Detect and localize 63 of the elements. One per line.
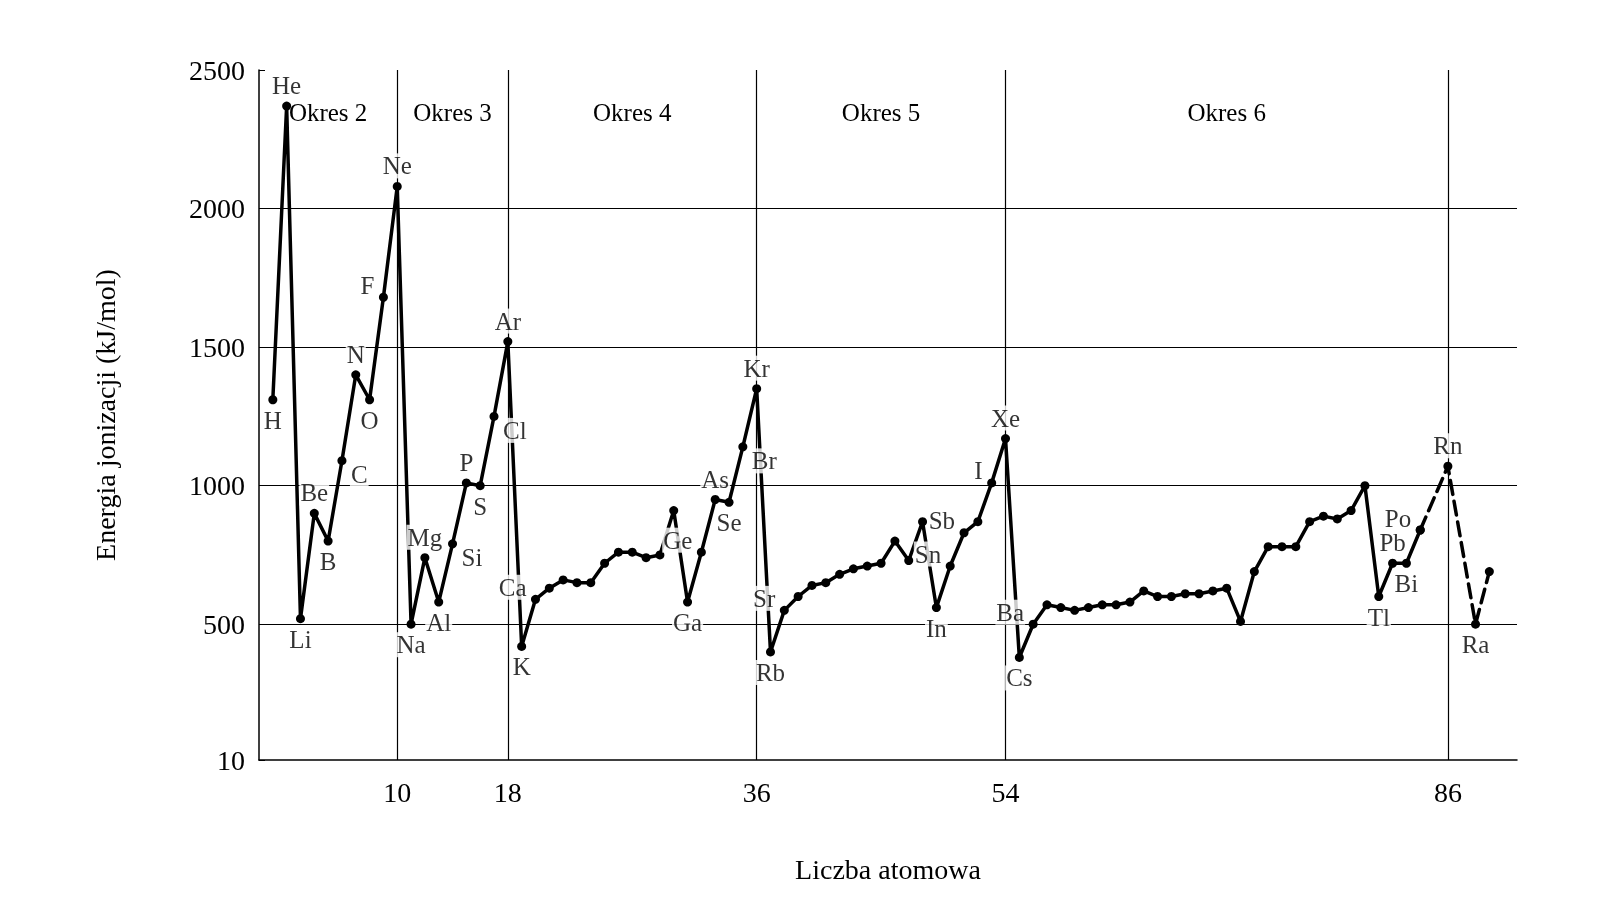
annotation: Ne [382, 152, 412, 180]
x-tick-label: 86 [1433, 776, 1462, 808]
point [1471, 619, 1481, 629]
annotation: Al [426, 609, 452, 637]
point [1484, 567, 1494, 577]
annotation: Mg [407, 523, 443, 551]
x-tick-label: 18 [493, 776, 522, 808]
annotation: Okres 6 [1187, 98, 1266, 126]
y-tick-label: 1500 [189, 331, 245, 363]
point [1415, 525, 1425, 535]
annotation: Rn [1433, 432, 1463, 460]
annotation: S [473, 492, 488, 520]
annotation: N [346, 340, 365, 368]
annotation: Okres 2 [288, 98, 368, 126]
x-tick-label: 36 [742, 776, 771, 808]
annotation: F [360, 271, 375, 299]
annotation: Sb [928, 507, 956, 535]
annotation: Ra [1461, 631, 1490, 659]
annotation: Si [461, 544, 483, 572]
annotation: Cs [1006, 664, 1033, 692]
annotation: P [459, 448, 474, 476]
annotation: Okres 5 [841, 98, 921, 126]
annotation: Ba [996, 598, 1025, 626]
annotation: I [974, 457, 983, 485]
annotation: Ga [672, 609, 703, 637]
annotation: C [350, 461, 368, 489]
annotation: Xe [990, 404, 1021, 432]
y-tick-label: 2500 [189, 54, 245, 86]
annotation: Kr [743, 354, 771, 382]
y-tick-label: 1000 [189, 470, 245, 502]
annotation: Sr [753, 584, 776, 612]
annotation: Pb [1379, 529, 1406, 557]
y-tick-label: 10 [217, 744, 245, 776]
annotation: Se [716, 509, 742, 537]
annotation: In [925, 614, 948, 642]
y-axis-title: Energia jonizacji (kJ/mol) [89, 269, 121, 561]
annotation: He [272, 72, 302, 100]
annotation: As [701, 465, 730, 493]
point [1443, 461, 1453, 471]
x-tick-label: 54 [991, 776, 1020, 808]
y-tick-label: 500 [203, 608, 245, 640]
annotation: Okres 3 [413, 98, 492, 126]
annotation: Okres 4 [593, 98, 672, 126]
annotation: Rb [755, 658, 786, 686]
annotation: Sn [914, 540, 942, 568]
annotation: Li [289, 625, 312, 653]
annotation: Cl [503, 416, 527, 444]
annotation: Br [751, 447, 778, 475]
annotation: O [360, 406, 379, 434]
annotation: Be [300, 479, 329, 507]
x-axis-title: Liczba atomowa [795, 853, 982, 885]
annotation: Po [1384, 504, 1412, 532]
annotation: K [512, 653, 531, 681]
y-tick-label: 2000 [189, 193, 245, 225]
annotation: Na [396, 631, 426, 659]
annotation: Ca [498, 573, 527, 601]
annotation: H [263, 406, 282, 434]
annotation: Ge [663, 526, 693, 554]
annotation: B [319, 548, 337, 576]
x-tick-label: 10 [383, 776, 412, 808]
annotation: Tl [1367, 603, 1390, 631]
annotation: Ar [494, 307, 522, 335]
annotation: Bi [1394, 570, 1419, 598]
